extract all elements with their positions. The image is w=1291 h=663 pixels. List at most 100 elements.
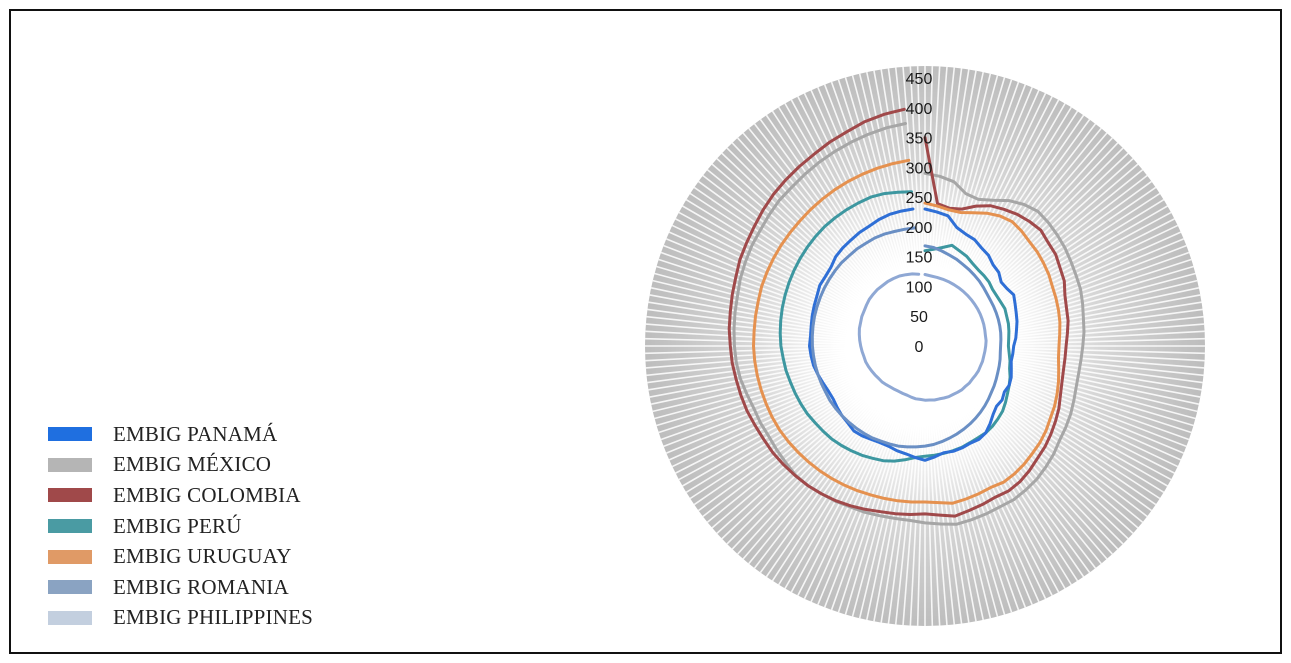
spoke-gridline [962, 385, 1119, 550]
spoke-gridline [858, 399, 913, 619]
spoke-gridline [978, 355, 1201, 398]
spoke-gridline [649, 355, 872, 398]
spoke-gridline [960, 387, 1108, 560]
spoke-gridline [646, 315, 871, 342]
spoke-gridline [797, 96, 901, 298]
spoke-gridline [817, 396, 905, 605]
spoke-gridline [742, 387, 890, 560]
legend-item: EMBIG MÉXICO [48, 450, 313, 481]
spoke-gridline [652, 358, 872, 413]
spoke-gridline [698, 180, 881, 315]
spoke-gridline [969, 186, 1157, 316]
spoke-gridline [979, 349, 1205, 369]
spoke-gridline [645, 346, 871, 355]
legend-label: EMBIG PHILIPPINES [113, 605, 313, 630]
spoke-gridline [961, 386, 1113, 555]
spoke-gridline [666, 238, 875, 326]
spoke-gridline [778, 106, 897, 300]
spoke-gridline [702, 378, 882, 518]
spoke-gridline [929, 67, 956, 292]
spoke-gridline [652, 279, 872, 334]
spoke-gridline [654, 359, 873, 420]
spoke-gridline [721, 152, 886, 309]
spoke-gridline [975, 238, 1184, 326]
legend-item: EMBIG PANAMÁ [48, 419, 313, 450]
radial-tick-label: 300 [906, 160, 933, 177]
spoke-gridline [979, 350, 1204, 377]
spoke-gridline [978, 356, 1200, 405]
spoke-gridline [706, 169, 883, 313]
spoke-gridline [928, 66, 948, 292]
spoke-gridline [658, 258, 873, 330]
spoke-gridline [765, 390, 895, 578]
series-line-embig-per- [778, 190, 1012, 463]
spoke-gridline [648, 301, 871, 339]
spoke-gridline [851, 398, 912, 617]
spoke-gridline [964, 383, 1129, 540]
spoke-gridline [979, 346, 1205, 355]
spoke-gridline [977, 258, 1192, 330]
legend-swatch [48, 519, 92, 534]
series-lines [727, 107, 1086, 526]
spoke-gridline [976, 244, 1187, 328]
spoke-gridline [962, 142, 1119, 307]
spoke-gridline [721, 383, 886, 540]
spoke-gridline [894, 400, 921, 625]
spoke-gridline [817, 87, 905, 296]
spoke-gridline [965, 382, 1134, 534]
spoke-gridline [731, 385, 888, 550]
radial-tick-label: 0 [915, 339, 924, 356]
spoke-gridline [956, 390, 1091, 573]
spoke-gridline [925, 66, 934, 292]
spoke-gridline [837, 398, 909, 613]
spoke-gridline [678, 211, 878, 321]
spoke-gridline [803, 395, 903, 600]
spoke-gridline [963, 147, 1124, 308]
spoke-gridline [977, 265, 1194, 332]
spoke-gridline [645, 349, 871, 369]
spoke-gridline [937, 73, 992, 293]
spoke-gridline [967, 169, 1144, 313]
spoke-gridline [647, 352, 871, 384]
radial-tick-label: 150 [906, 250, 933, 267]
spoke-gridline [858, 73, 913, 293]
spoke-gridline [716, 382, 885, 534]
spoke-gridline [675, 218, 877, 322]
legend-item: EMBIG PHILIPPINES [48, 603, 313, 634]
legend-swatch [48, 610, 92, 625]
spoke-gridline [797, 394, 901, 596]
spoke-gridline [731, 142, 888, 307]
spoke-gridline [784, 103, 899, 299]
spoke-gridline [873, 399, 916, 622]
spoke-gridline [685, 199, 879, 318]
spoke-gridline [887, 68, 919, 292]
series-line-embig-uruguay [752, 158, 1062, 505]
spoke-gridline [968, 174, 1148, 314]
spoke-gridline [958, 388, 1102, 565]
spoke-gridline [939, 398, 1006, 615]
series-line-embig-colombia [727, 107, 1070, 518]
spoke-gridline [726, 384, 887, 545]
spoke-gridline [658, 362, 873, 434]
spoke-gridline [964, 152, 1129, 309]
spoke-gridline [771, 391, 896, 582]
spoke-gridline [866, 399, 915, 621]
spoke-gridline [935, 71, 984, 293]
legend-label: EMBIG URUGUAY [113, 544, 292, 569]
spoke-gridline [716, 158, 885, 310]
legend-swatch [48, 427, 92, 442]
spoke-gridline [844, 77, 911, 294]
spoke-gridline [894, 67, 921, 292]
spoke-gridline [660, 251, 874, 329]
spoke-gridline [645, 330, 871, 344]
spoke-gridline [656, 265, 873, 332]
spoke-gridline [902, 66, 922, 292]
spoke-gridline [790, 99, 900, 299]
spoke-gridline [979, 353, 1202, 391]
spoke-gridline [648, 353, 871, 391]
legend-swatch [48, 488, 92, 503]
spoke-gridline [660, 363, 874, 441]
spoke-gridline [887, 400, 919, 624]
legend-swatch [48, 580, 92, 595]
spoke-gridline [748, 127, 892, 304]
